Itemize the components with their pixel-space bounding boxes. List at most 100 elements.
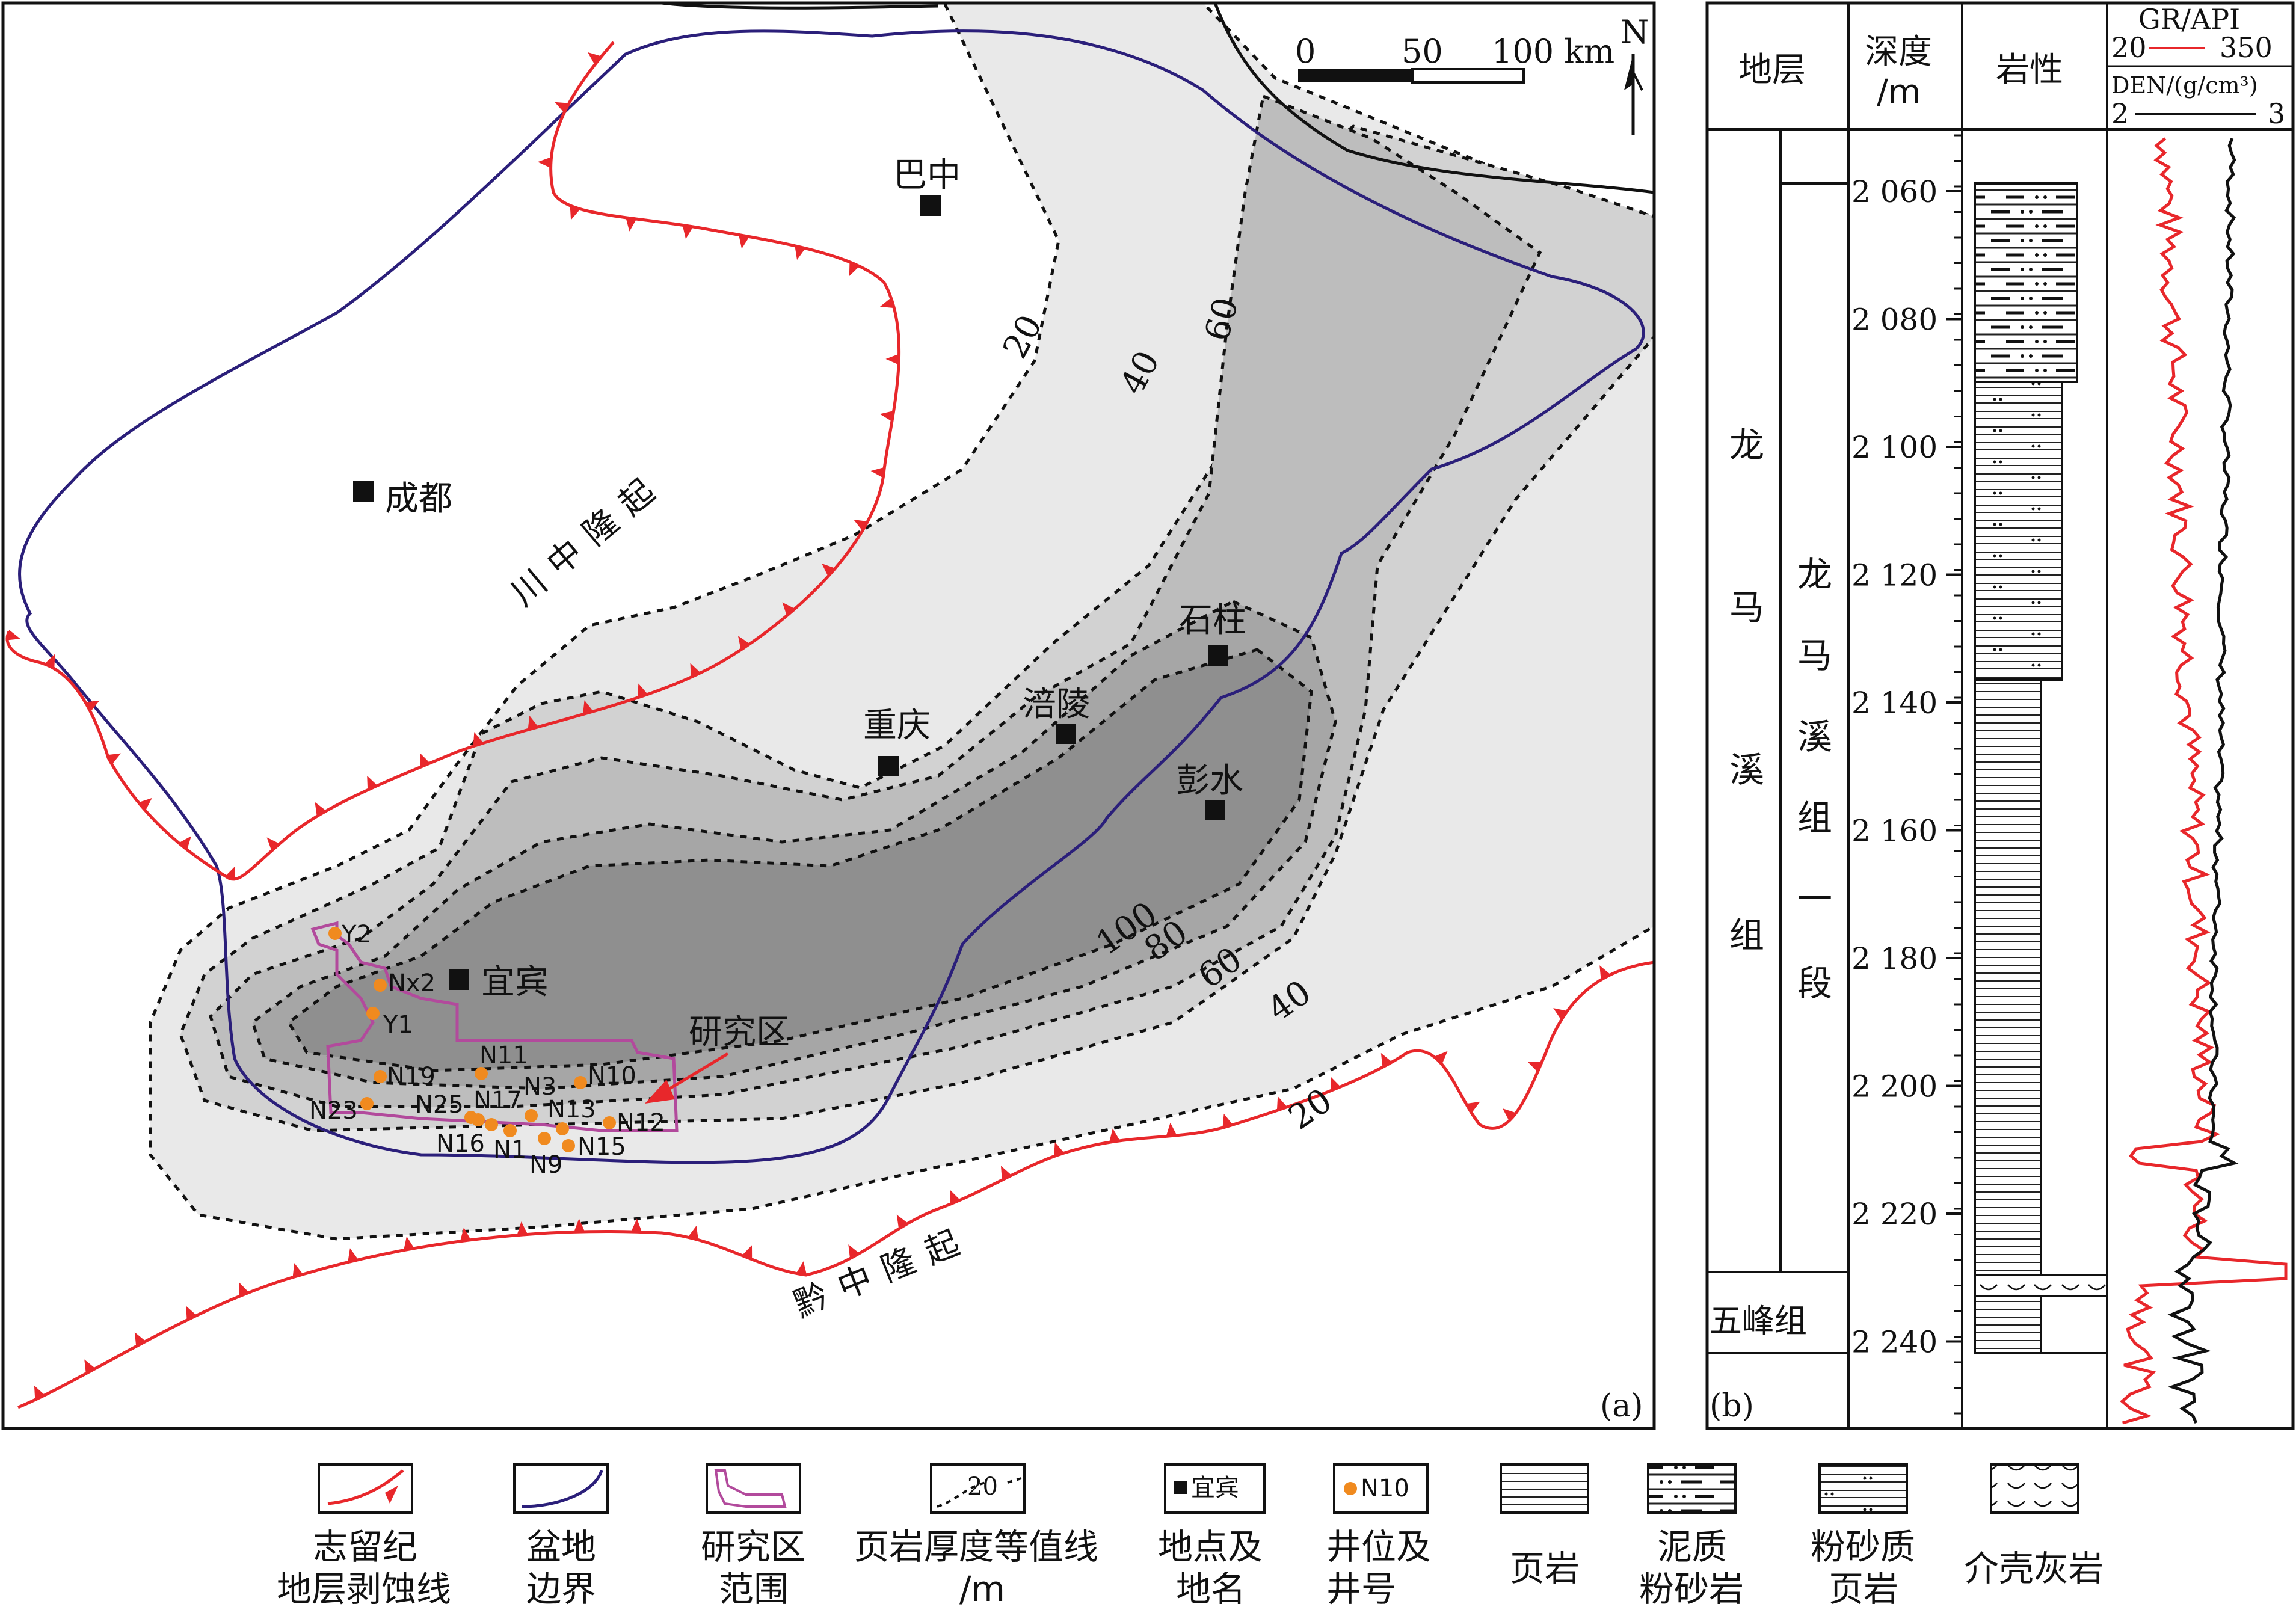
erosion-tick [574,1218,585,1232]
depth-tick-label: 2 080 [1851,303,1937,337]
well-label: N9 [529,1151,562,1179]
well-label: N10 [588,1062,636,1090]
formation-sub-char: 组 [1797,797,1832,838]
well-label: N12 [617,1109,665,1137]
erosion-tick [1222,1113,1233,1128]
lith-shale [1974,678,2042,1351]
legend-item-isopach: 20 页岩厚度等值线 /m [854,1463,1098,1607]
erosion-tick [224,866,235,881]
map-panel: 20 40 60 20 40 60 80 100 川中隆起 黔中隆起 巴中 成都… [1,1,1656,1430]
well-label: N15 [577,1133,626,1161]
erosion-tick [106,753,122,765]
erosion-tick [870,467,885,478]
erosion-tick [134,1332,146,1347]
well-N23: N23 [309,1097,374,1125]
erosion-tick [583,700,594,714]
erosion-tick [138,797,152,811]
lith-shell-limestone [1974,1274,2108,1297]
erosion-tick [1466,1101,1480,1113]
header-gr-max: 350 [2220,31,2273,64]
well-N11: N11 [475,1042,528,1080]
erosion-tick [739,235,749,249]
legend-label: 介壳灰岩 [1964,1548,2104,1589]
erosion-tick [570,206,580,220]
legend-label: 研究区 [701,1526,805,1567]
study-area-arrowhead [645,1080,675,1104]
legend-item-basin: 盆地 边界 [513,1463,609,1607]
erosion-tick [822,564,836,577]
place-fuling: 涪陵 [1023,685,1090,744]
well-N25: N25 [415,1091,478,1124]
erosion-tick [6,630,20,641]
isopach-shading [149,3,1654,1241]
erosion-tick [367,775,378,790]
legend-label: 志留纪 [313,1526,417,1567]
scale-bar: 0 50 100 km [1295,32,1614,84]
formation-sub-char: 马 [1797,635,1832,676]
depth-tick-label: 2 160 [1851,814,1937,849]
well-label: Y1 [383,1011,413,1039]
legend-sample: 宜宾 [1191,1474,1239,1502]
erosion-tick [742,1245,753,1260]
legend-label: /m [959,1569,1005,1607]
legend-item-erosion: 志留纪 地层剥蚀线 [277,1463,451,1607]
place-bazhong: 巴中 [893,156,961,216]
well-N15: N15 [562,1133,626,1161]
erosion-tick [1553,1008,1568,1020]
well-N10: N10 [574,1062,636,1090]
legend-label: 井位及 [1326,1526,1431,1567]
header-gr: GR/API [2138,3,2240,35]
well-label: N19 [387,1063,436,1090]
erosion-tick [44,654,55,669]
outer-boundary-line [661,3,1654,194]
erosion-tick [795,245,805,260]
formation-main: 龙 马 溪 组 [1729,425,1764,956]
erosion-tick [266,837,280,851]
erosion-tick [796,1261,807,1276]
north-arrow: N [1620,13,1649,135]
formation-sub-char: 段 [1797,963,1832,1004]
legend-label: 粉砂质 [1811,1526,1915,1567]
erosion-tick [737,636,750,650]
legend-label: 范围 [719,1569,789,1607]
well-N17: N17 [473,1087,522,1131]
isopach-zone-100 [286,648,1313,1072]
erosion-tick [1000,1166,1012,1181]
place-chongqing: 重庆 [863,706,931,776]
formation-sub: 龙 马 溪 组 一 段 [1797,554,1832,1004]
place-name: 石柱 [1179,601,1246,640]
depth-tick-label: 2 220 [1851,1197,1937,1232]
gr-log-curve [2120,137,2288,1425]
depth-tick-label: 2 120 [1851,558,1937,593]
well-Nx2: Nx2 [374,969,436,997]
erosion-tick [315,802,327,817]
erosion-tick [885,354,899,365]
well-label: Nx2 [388,969,436,997]
header-strata: 地层 [1738,51,1806,90]
well-label: Y2 [341,921,372,948]
legend-label: 页岩厚度等值线 [854,1526,1098,1567]
place-name: 重庆 [863,706,931,745]
legend-label: 页岩 [1829,1569,1898,1607]
region-label-chuanzhong: 川中隆起 [503,463,672,613]
north-label: N [1620,13,1649,51]
erosion-tick [186,1306,197,1320]
erosion-tick [1331,1077,1341,1091]
formation-sub-char: 龙 [1797,554,1832,595]
legend-label: 地层剥蚀线 [277,1569,451,1607]
depth-tick-label: 2 200 [1851,1069,1937,1104]
erosion-tick [1434,1051,1448,1065]
erosion-tick [348,1248,359,1262]
legend-label: 边界 [526,1569,596,1607]
well-N13: N13 [547,1096,596,1135]
erosion-tick [179,836,191,850]
depth-tick-label: 2 180 [1851,941,1937,976]
erosion-ticks [6,52,1611,1400]
legend: 志留纪 地层剥蚀线 盆地 边界 研究区 范围 20 页岩厚度等值线 /m [277,1463,2104,1607]
formation-sub-char: 溪 [1797,716,1832,757]
study-area-label: 研究区 [689,1013,790,1052]
basin-boundary-line [18,29,1645,1164]
well-N9: N9 [529,1132,562,1179]
erosion-tick [460,1227,471,1241]
place-name: 成都 [385,479,452,518]
